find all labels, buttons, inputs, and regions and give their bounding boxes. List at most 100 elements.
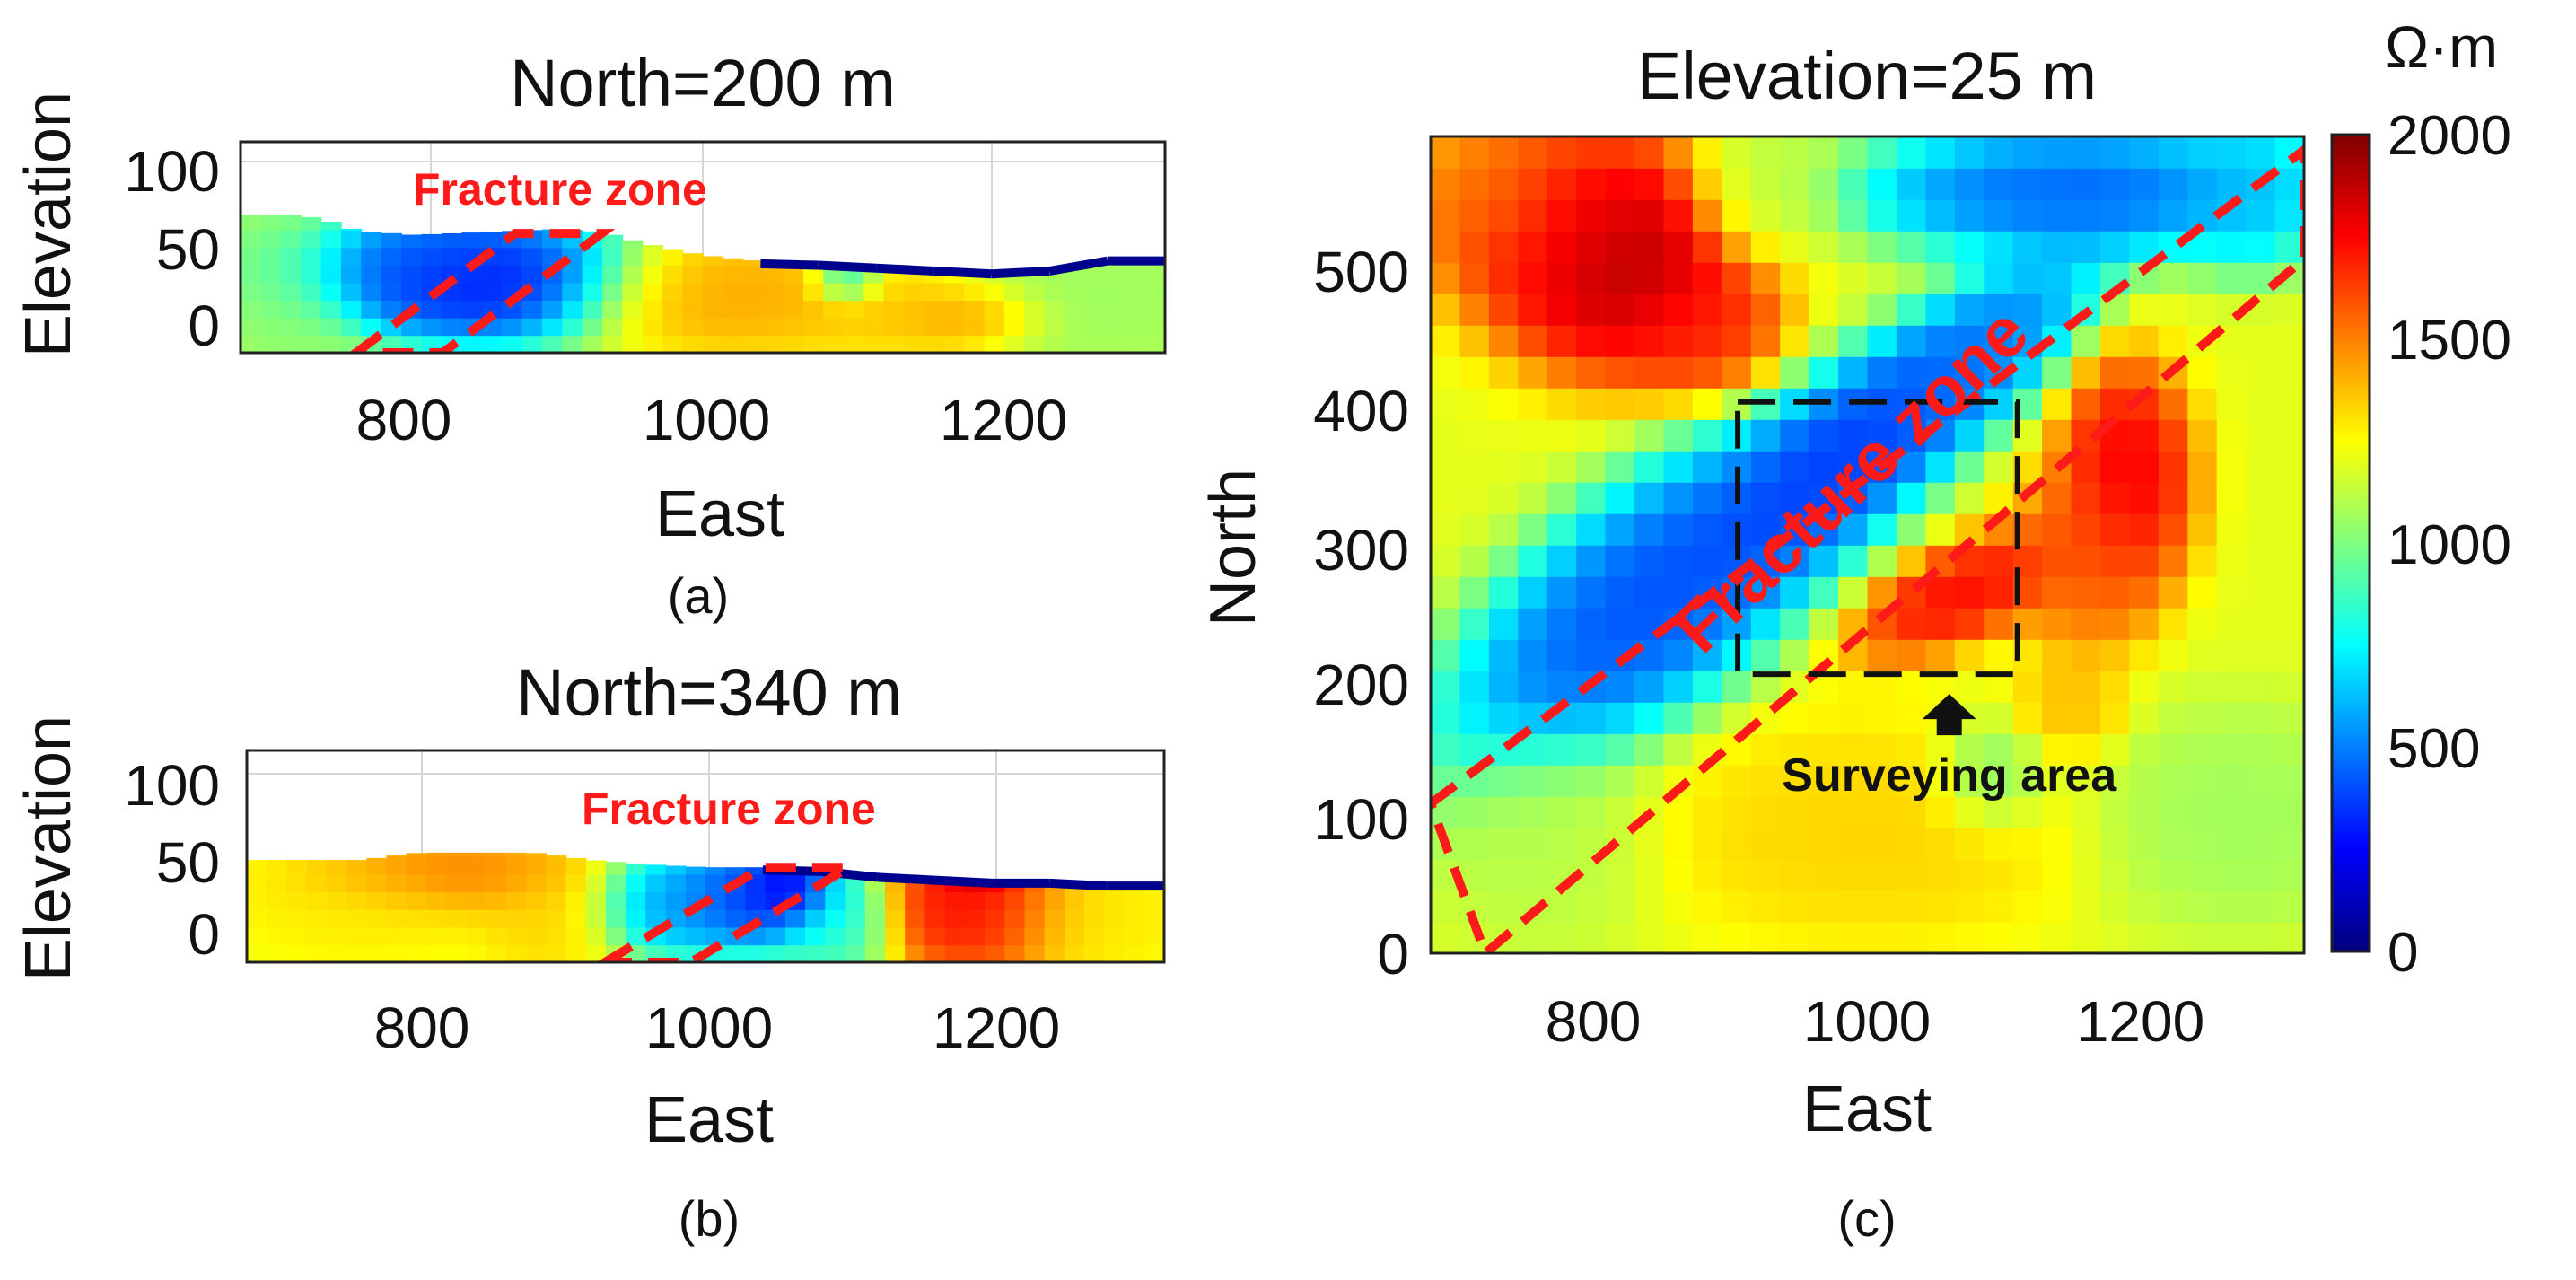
heatmap-cell <box>2129 419 2160 452</box>
heatmap-cell <box>1546 733 1577 766</box>
heatmap-cell <box>1488 325 1520 357</box>
colorbar-tick-0: 0 <box>2388 922 2418 984</box>
heatmap-cell <box>1431 356 1461 389</box>
heatmap-cell <box>2158 482 2188 514</box>
heatmap-cell <box>1605 356 1635 389</box>
heatmap-cell <box>883 317 905 337</box>
heatmap-cell <box>526 873 547 893</box>
heatmap-cell <box>2012 922 2043 953</box>
heatmap-cell <box>1104 909 1126 928</box>
heatmap-cell <box>1125 265 1146 284</box>
heatmap-cell <box>1431 199 1461 232</box>
heatmap-cell <box>1750 262 1781 294</box>
heatmap-cell <box>1605 451 1635 483</box>
heatmap-cell <box>421 300 442 319</box>
heatmap-cell <box>361 300 382 319</box>
heatmap-cell <box>1750 199 1781 232</box>
heatmap-cell <box>505 891 527 910</box>
heatmap-cell <box>1459 199 1490 232</box>
heatmap-cell <box>763 335 784 353</box>
heatmap-cell <box>1459 168 1490 200</box>
heatmap-cell <box>1459 828 1490 860</box>
heatmap-cell <box>703 265 724 284</box>
heatmap-cell <box>546 909 567 928</box>
heatmap-cell <box>1024 926 1046 946</box>
heatmap-cell <box>924 909 946 928</box>
heatmap-cell <box>2129 765 2160 797</box>
heatmap-cell <box>825 891 846 910</box>
panel-a-xtick-1000: 1000 <box>643 388 770 452</box>
heatmap-cell <box>241 317 262 337</box>
heatmap-cell <box>645 909 667 928</box>
heatmap-cell <box>2100 168 2131 200</box>
surface-low-resistivity-band <box>934 875 993 888</box>
heatmap-cell <box>1954 419 1985 452</box>
panel-c-axes-frame <box>1429 135 2306 955</box>
heatmap-cell <box>1518 513 1548 546</box>
heatmap-cell <box>1867 136 1897 169</box>
heatmap-cell <box>2158 136 2188 169</box>
heatmap-cell <box>2100 828 2131 860</box>
heatmap-cell <box>765 944 786 962</box>
heatmap-cell <box>1896 199 1927 232</box>
heatmap-cell <box>381 265 402 284</box>
heatmap-cell <box>320 317 342 337</box>
heatmap-cell <box>1954 168 1985 200</box>
heatmap-cell <box>1750 796 1781 828</box>
heatmap-cell <box>783 335 804 353</box>
heatmap-cell <box>1459 294 1490 326</box>
heatmap-cell <box>461 335 483 353</box>
heatmap-cell <box>1809 890 1839 923</box>
heatmap-cell <box>883 282 905 302</box>
heatmap-cell <box>1838 325 1869 357</box>
heatmap-cell <box>341 265 363 284</box>
heatmap-cell <box>1459 796 1490 828</box>
heatmap-cell <box>1809 859 1839 891</box>
heatmap-cell <box>441 265 463 284</box>
heatmap-cell <box>582 335 603 353</box>
heatmap-cell <box>1576 294 1607 326</box>
heatmap-cell <box>1838 356 1869 389</box>
heatmap-cell <box>1780 859 1810 891</box>
heatmap-cell <box>1003 300 1026 319</box>
heatmap-cell <box>585 944 607 962</box>
heatmap-cell <box>2012 356 2043 389</box>
heatmap-cell <box>546 891 567 910</box>
heatmap-cell <box>2042 419 2072 452</box>
panel-c-title: Elevation=25 m <box>1637 39 2097 113</box>
heatmap-cell <box>1954 608 1985 640</box>
heatmap-cell <box>1838 859 1869 891</box>
panel-c-xtick-800: 800 <box>1546 989 1642 1054</box>
heatmap-cell <box>585 909 607 928</box>
heatmap-cell <box>2042 294 2072 326</box>
heatmap-cell <box>863 300 885 319</box>
heatmap-cell <box>1722 325 1752 357</box>
heatmap-cell <box>2274 890 2304 923</box>
heatmap-cell <box>1144 265 1165 284</box>
heatmap-cell <box>301 247 322 266</box>
heatmap-cell <box>1546 356 1577 389</box>
heatmap-cell <box>1488 765 1520 797</box>
heatmap-cell <box>2129 796 2160 828</box>
heatmap-cell <box>602 234 624 249</box>
heatmap-cell <box>1780 545 1810 577</box>
heatmap-cell <box>2129 294 2160 326</box>
heatmap-cell <box>421 317 442 337</box>
heatmap-cell <box>1663 356 1694 389</box>
heatmap-cell <box>964 335 986 353</box>
heatmap-cell <box>924 335 945 353</box>
heatmap-cell <box>1780 702 1810 734</box>
heatmap-cell <box>426 926 447 946</box>
panel-b-ytick-0: 0 <box>188 902 220 967</box>
heatmap-cell <box>421 265 442 284</box>
colorbar-unit: Ω·m <box>2385 13 2498 80</box>
heatmap-cell <box>521 247 543 266</box>
heatmap-cell <box>2216 513 2247 546</box>
heatmap-cell <box>2129 545 2160 577</box>
heatmap-cell <box>1984 702 2014 734</box>
heatmap-cell <box>386 909 407 928</box>
heatmap-cell <box>1750 482 1781 514</box>
heatmap-cell <box>1692 545 1723 577</box>
heatmap-cell <box>622 335 644 353</box>
heatmap-cell <box>541 282 564 302</box>
